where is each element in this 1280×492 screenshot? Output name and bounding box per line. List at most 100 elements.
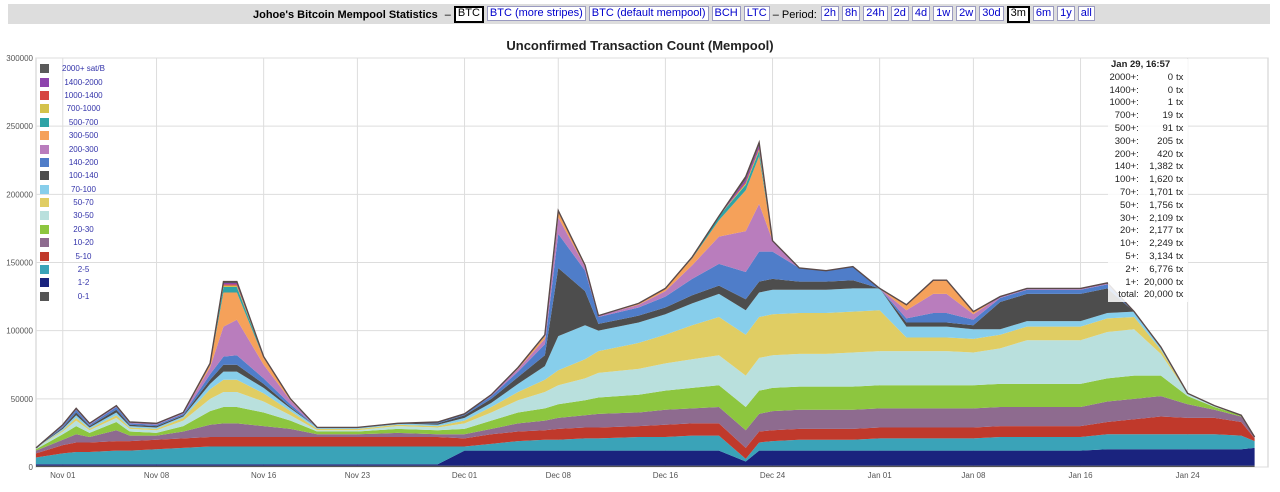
tooltip-unit: tx	[1176, 84, 1184, 96]
legend-item[interactable]: 2-5	[40, 263, 112, 276]
tooltip-row: 5+: 3,134 tx	[1108, 251, 1188, 264]
x-tick-label: Nov 23	[345, 471, 371, 480]
tooltip-label: 1+:	[1125, 276, 1139, 288]
period-button-30d[interactable]: 30d	[979, 6, 1004, 21]
series-area-2-5	[36, 434, 1255, 465]
series-area-70-100	[36, 288, 1255, 448]
tooltip-value: 6,776	[1149, 263, 1174, 275]
legend-swatch	[40, 104, 49, 114]
period-button-3m[interactable]: 3m	[1006, 6, 1030, 23]
tooltip-row: 10+: 2,249 tx	[1108, 238, 1188, 251]
legend-label: 1400-2000	[64, 77, 103, 87]
tooltip-value: 1	[1167, 97, 1174, 109]
period-button-1w[interactable]: 1w	[933, 6, 954, 21]
x-tick-label: Dec 16	[653, 471, 679, 480]
tooltip-unit: tx	[1176, 238, 1184, 250]
period-button-24h[interactable]: 24h	[863, 6, 888, 21]
legend-item[interactable]: 20-30	[40, 223, 112, 236]
period-button-6m[interactable]: 6m	[1032, 6, 1055, 21]
legend-item[interactable]: 200-300	[40, 142, 112, 155]
period-button-4d[interactable]: 4d	[911, 6, 931, 21]
legend-item[interactable]: 0-1	[40, 290, 112, 303]
tooltip-value: 19	[1162, 110, 1174, 122]
x-tick-label: Jan 08	[961, 471, 986, 480]
legend-item[interactable]: 5-10	[40, 249, 112, 262]
legend-swatch	[40, 184, 49, 194]
x-tick-label: Jan 16	[1069, 471, 1094, 480]
period-label: – Period:	[772, 8, 817, 21]
legend-swatch	[40, 278, 49, 288]
tooltip-row: 1+: 20,000 tx	[1108, 277, 1188, 290]
tooltip-label: 1400+:	[1109, 84, 1139, 96]
tooltip-label: 2+:	[1125, 263, 1139, 275]
legend-label: 0-1	[77, 291, 90, 301]
tooltip-label: 30+:	[1120, 212, 1139, 224]
legend-swatch	[40, 64, 49, 74]
legend-swatch	[40, 171, 49, 181]
coin-button-btc-default-mempool[interactable]: BTC (default mempool)	[588, 6, 709, 21]
period-button-8h[interactable]: 8h	[842, 6, 861, 21]
period-button-2d[interactable]: 2d	[890, 6, 909, 21]
legend-label: 200-300	[68, 144, 99, 154]
tooltip-value: 20,000	[1143, 289, 1174, 301]
tooltip-unit: tx	[1176, 174, 1184, 186]
legend-item[interactable]: 1000-1400	[40, 89, 112, 102]
tooltip-label: 100+:	[1114, 174, 1139, 186]
tooltip-value: 2,177	[1149, 225, 1174, 237]
legend-label: 100-140	[68, 171, 99, 181]
y-tick-label: 150000	[6, 259, 33, 268]
tooltip-unit: tx	[1176, 122, 1184, 134]
legend-item[interactable]: 1-2	[40, 276, 112, 289]
series-area-0-1	[36, 465, 1255, 467]
legend-label: 1-2	[77, 278, 90, 288]
period-button-1y[interactable]: 1y	[1057, 6, 1075, 21]
legend-item[interactable]: 2000+ sat/B	[40, 62, 112, 75]
legend-label: 10-20	[73, 238, 94, 248]
legend-label: 300-500	[68, 131, 99, 141]
legend-item[interactable]: 140-200	[40, 156, 112, 169]
y-tick-label: 300000	[6, 54, 33, 63]
tooltip-unit: tx	[1176, 276, 1184, 288]
tooltip-row: 20+: 2,177 tx	[1108, 225, 1188, 238]
y-tick-label: 250000	[6, 122, 33, 131]
legend-label: 30-50	[73, 211, 94, 221]
legend-item[interactable]: 1400-2000	[40, 75, 112, 88]
tooltip-date: Jan 29, 16:57	[1111, 59, 1171, 70]
tooltip-unit: tx	[1176, 263, 1184, 275]
period-button-2h[interactable]: 2h	[820, 6, 839, 21]
period-button-all[interactable]: all	[1077, 6, 1095, 21]
coin-button-bch[interactable]: BCH	[711, 6, 741, 21]
coin-button-btc[interactable]: BTC	[453, 6, 484, 23]
legend-item[interactable]: 70-100	[40, 183, 112, 196]
x-tick-label: Dec 24	[760, 471, 786, 480]
hover-tooltip: Jan 29, 16:57 2000+: 0 tx 1400+: 0 tx 1000+: 1 t…	[1108, 59, 1188, 303]
tooltip-value: 0	[1167, 84, 1174, 96]
tooltip-label: 20+:	[1120, 225, 1139, 237]
legend-swatch	[40, 131, 49, 141]
period-selector: 2h 8h 24h 2d 4d 1w 2w 30d 3m 6m 1y all	[820, 6, 1098, 23]
series-area-5-10	[36, 416, 1255, 459]
y-tick-label: 50000	[11, 395, 34, 404]
legend-item[interactable]: 50-70	[40, 196, 112, 209]
tooltip-label: 10+:	[1120, 238, 1139, 250]
tooltip-value: 3,134	[1149, 250, 1174, 262]
legend-item[interactable]: 500-700	[40, 116, 112, 129]
legend-swatch	[40, 251, 49, 261]
tooltip-value: 2,249	[1149, 238, 1174, 250]
period-button-2w[interactable]: 2w	[956, 6, 977, 21]
legend-item[interactable]: 700-1000	[40, 102, 112, 115]
legend-item[interactable]: 10-20	[40, 236, 112, 249]
tooltip-label: 500+:	[1114, 122, 1139, 134]
legend-swatch	[40, 291, 49, 301]
coin-button-btc-more-stripes[interactable]: BTC (more stripes)	[486, 6, 586, 21]
series-area-1-2	[36, 447, 1255, 466]
tooltip-rows: 2000+: 0 tx 1400+: 0 tx 1000+: 1 tx 700+: 19 tx 500+…	[1108, 72, 1188, 302]
coin-button-ltc[interactable]: LTC	[743, 6, 770, 21]
legend-item[interactable]: 30-50	[40, 209, 112, 222]
legend-item[interactable]: 100-140	[40, 169, 112, 182]
legend-item[interactable]: 300-500	[40, 129, 112, 142]
legend-label: 20-30	[73, 224, 94, 234]
tooltip-row: 200+: 420 tx	[1108, 149, 1188, 162]
x-tick-label: Jan 01	[868, 471, 893, 480]
